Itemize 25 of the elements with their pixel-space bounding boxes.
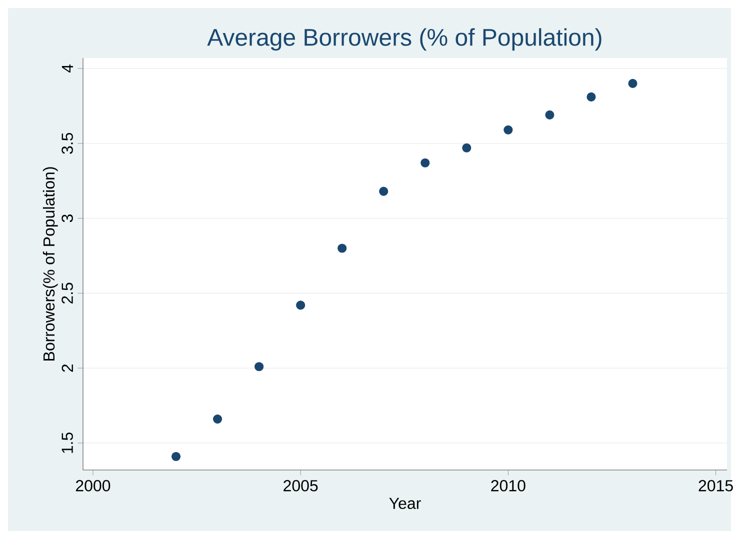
x-tick-label: 2010: [491, 480, 526, 492]
y-tick-label: 3: [62, 214, 73, 222]
chart-title: Average Borrowers (% of Population): [207, 28, 602, 51]
point: [420, 158, 430, 168]
point: [586, 92, 596, 102]
y-tick-label: 1.5: [62, 432, 73, 453]
point: [338, 244, 347, 253]
y-tick-label: 3.5: [62, 132, 73, 154]
point: [171, 452, 181, 462]
x-tick-label: 2000: [76, 480, 110, 492]
point: [254, 362, 264, 372]
point: [628, 78, 638, 88]
y-tick-label: 2.5: [62, 282, 73, 304]
y-tick-label: 4: [62, 64, 73, 73]
x-tick-label: 2005: [284, 480, 318, 492]
point: [504, 125, 513, 134]
y-axis-title: Borrowers(% of Population): [42, 167, 58, 360]
x-tick-label: 2015: [698, 480, 733, 492]
point: [545, 110, 554, 120]
x-axis-title: Year: [389, 498, 421, 509]
point: [462, 143, 472, 152]
point: [379, 186, 388, 196]
y-tick-label: 2: [62, 364, 73, 372]
point: [296, 300, 306, 310]
point: [213, 414, 222, 424]
